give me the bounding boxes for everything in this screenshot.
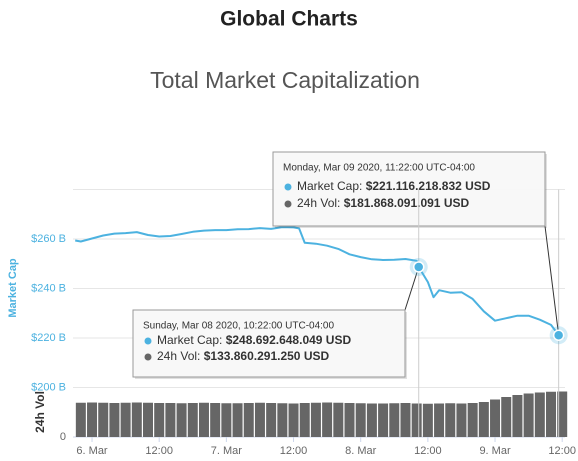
x-tick-label: 8. Mar <box>345 445 377 457</box>
volume-bar <box>221 403 232 437</box>
tooltip: Monday, Mar 09 2020, 11:22:00 UTC-04:00 M… <box>272 151 547 228</box>
tooltip-item: 24h Vol: $181.868.091.091 USD <box>297 196 469 210</box>
volume-bar <box>109 403 120 437</box>
x-tick-label: 12:00 <box>414 445 442 457</box>
tooltip: Sunday, Mar 08 2020, 10:22:00 UTC-04:00M… <box>132 309 407 379</box>
tooltip-item-value: $181.868.091.091 USD <box>344 196 470 210</box>
hover-point <box>412 261 425 273</box>
y-tick-label: $260 B <box>31 233 66 245</box>
tooltip-item: 24h Vol: $133.860.291.250 USD <box>157 349 329 363</box>
y-tick-label: $220 B <box>31 332 66 344</box>
y-axis-label: Market Cap <box>7 258 19 318</box>
volume-bar <box>154 403 165 437</box>
volume-bar <box>389 403 400 437</box>
volume-bar <box>557 391 568 437</box>
market-cap-line <box>75 226 560 336</box>
volume-bar <box>266 403 277 437</box>
volume-bar <box>333 402 344 437</box>
tooltip-item-name: Market Cap: <box>297 179 362 193</box>
volume-bar <box>501 397 512 437</box>
tooltip-item-name: Market Cap: <box>157 333 222 347</box>
tooltip-connector <box>544 225 560 336</box>
volume-bar <box>534 392 545 437</box>
tooltip-item-value: $248.692.648.049 USD <box>226 333 352 347</box>
volume-bar <box>210 403 221 437</box>
tooltip-item: Market Cap: $221.116.218.832 USD <box>297 179 491 193</box>
volume-bar <box>187 403 198 437</box>
volume-bar <box>366 403 377 437</box>
volume-bar <box>277 403 288 437</box>
volume-bar <box>288 403 299 437</box>
volume-bar <box>299 403 310 437</box>
volume-bar <box>478 402 489 437</box>
volume-bar <box>512 395 523 437</box>
volume-bar <box>422 403 433 437</box>
volume-bar <box>310 402 321 437</box>
volume-bar <box>176 403 187 437</box>
x-tick-label: 7. Mar <box>211 445 243 457</box>
tooltip-bullet <box>144 353 152 361</box>
tooltip-bullet <box>284 183 292 191</box>
tooltip-bullet <box>144 337 152 345</box>
volume-bar <box>98 402 109 437</box>
volume-bar <box>445 403 456 437</box>
volume-bar <box>322 402 333 437</box>
tooltip-time: Sunday, Mar 08 2020, 10:22:00 UTC-04:00 <box>143 321 334 332</box>
tooltip-item: Market Cap: $248.692.648.049 USD <box>157 333 351 347</box>
volume-bar <box>434 403 445 437</box>
x-tick-label: 12:00 <box>548 445 576 457</box>
y-axis-label: 24h Vol <box>33 391 47 433</box>
tooltip-box <box>132 309 406 378</box>
volume-bar <box>165 403 176 437</box>
volume-bar <box>490 399 501 437</box>
volume-bar <box>467 403 478 437</box>
volume-bar <box>456 403 467 437</box>
hover-point <box>552 329 565 341</box>
volume-bar <box>254 402 265 437</box>
volume-bar <box>143 402 154 437</box>
x-tick-label: 6. Mar <box>76 445 108 457</box>
tooltip-item-value: $221.116.218.832 USD <box>366 179 491 193</box>
x-tick-label: 12:00 <box>280 445 308 457</box>
tooltip-box <box>272 151 546 227</box>
tooltip-item-name: 24h Vol: <box>157 349 200 363</box>
tooltip-connector <box>404 266 420 311</box>
y-tick-label: $200 B <box>31 381 66 393</box>
volume-bar <box>378 403 389 437</box>
tooltip-item-value: $133.860.291.250 USD <box>204 349 330 363</box>
tooltip-bullet <box>284 200 292 208</box>
y-tick-label: $240 B <box>31 282 66 294</box>
volume-bar <box>523 393 534 437</box>
volume-bar <box>546 391 557 437</box>
tooltip-item-name: 24h Vol: <box>297 196 340 210</box>
volume-bar <box>232 403 243 437</box>
x-tick-label: 12:00 <box>145 445 173 457</box>
page-title: Global Charts <box>220 8 358 31</box>
volume-bar <box>400 403 411 437</box>
volume-bar <box>243 403 254 437</box>
volume-bar <box>344 403 355 437</box>
volume-bar <box>411 403 422 437</box>
volume-bar <box>131 402 142 437</box>
volume-bar <box>75 402 86 437</box>
x-tick-label: 9. Mar <box>479 445 511 457</box>
volume-bar <box>87 402 98 437</box>
tooltip-time: Monday, Mar 09 2020, 11:22:00 UTC-04:00 <box>283 163 475 174</box>
y-tick-label: 0 <box>60 431 66 443</box>
volume-bar <box>355 403 366 437</box>
chart-title: Total Market Capitalization <box>150 67 420 93</box>
volume-bar <box>120 402 131 437</box>
volume-bar <box>198 402 209 437</box>
